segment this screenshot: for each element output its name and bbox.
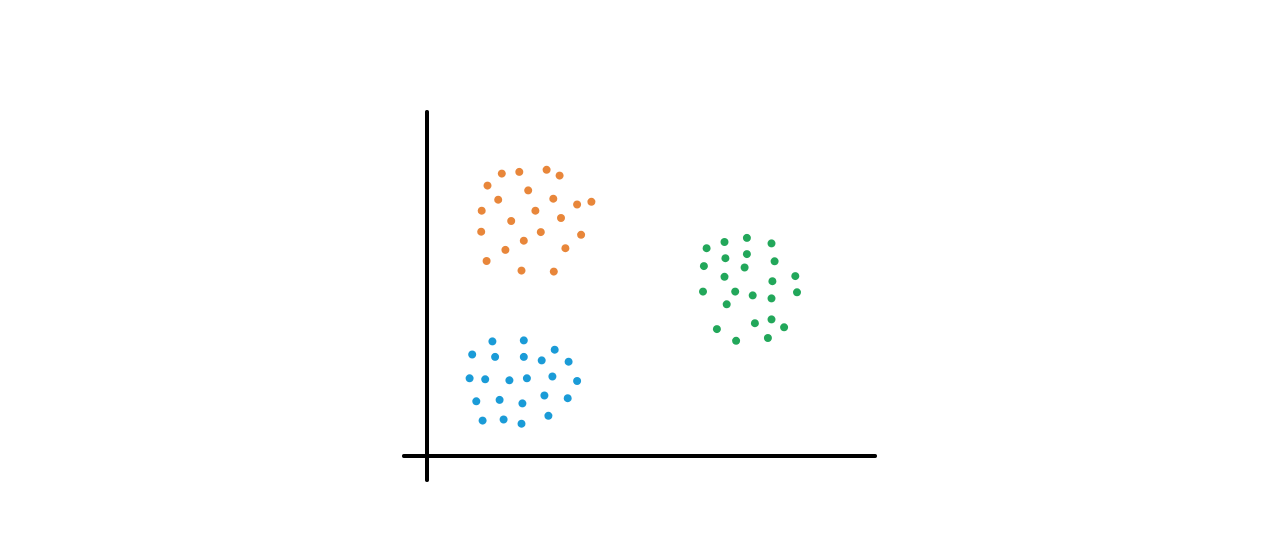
data-point bbox=[540, 391, 549, 400]
data-point bbox=[577, 230, 586, 239]
data-points bbox=[465, 165, 801, 428]
data-point bbox=[699, 262, 708, 271]
data-point bbox=[536, 228, 545, 237]
data-point bbox=[477, 206, 486, 215]
data-point bbox=[544, 411, 553, 420]
data-point bbox=[720, 238, 729, 246]
data-point bbox=[750, 319, 759, 328]
data-point bbox=[791, 272, 800, 281]
data-point bbox=[699, 287, 707, 296]
data-point bbox=[702, 244, 711, 253]
data-point bbox=[564, 357, 573, 366]
data-point bbox=[478, 416, 487, 425]
data-point bbox=[573, 377, 582, 385]
data-point bbox=[482, 257, 491, 265]
data-point bbox=[524, 186, 533, 195]
data-point bbox=[468, 350, 477, 359]
data-point bbox=[483, 181, 492, 190]
data-point bbox=[477, 227, 486, 236]
data-point bbox=[722, 300, 731, 309]
data-point bbox=[763, 334, 772, 342]
data-point bbox=[549, 194, 558, 203]
data-point bbox=[770, 257, 779, 266]
series-1 bbox=[477, 165, 596, 276]
data-point bbox=[731, 287, 740, 296]
data-point bbox=[748, 291, 757, 300]
data-point bbox=[557, 214, 565, 222]
data-point bbox=[531, 206, 540, 215]
data-point bbox=[501, 245, 510, 254]
data-point bbox=[573, 200, 582, 209]
data-point bbox=[507, 217, 516, 225]
data-point bbox=[712, 325, 721, 334]
data-point bbox=[720, 272, 729, 281]
data-point bbox=[518, 399, 527, 408]
data-point bbox=[555, 171, 564, 180]
data-point bbox=[465, 374, 474, 383]
data-point bbox=[488, 337, 497, 346]
data-point bbox=[481, 375, 490, 384]
data-point bbox=[740, 263, 749, 272]
data-point bbox=[494, 195, 503, 204]
data-point bbox=[780, 323, 789, 332]
series-2 bbox=[699, 233, 801, 345]
data-point bbox=[767, 315, 776, 324]
data-point bbox=[768, 277, 777, 286]
data-point bbox=[495, 395, 504, 404]
data-point bbox=[517, 419, 526, 428]
data-point bbox=[549, 267, 558, 276]
data-point bbox=[522, 374, 531, 383]
data-point bbox=[742, 250, 751, 259]
data-point bbox=[517, 266, 526, 275]
data-point bbox=[537, 356, 546, 365]
data-point bbox=[499, 415, 508, 424]
data-point bbox=[548, 372, 557, 381]
data-point bbox=[519, 336, 528, 345]
data-point bbox=[587, 197, 596, 206]
data-point bbox=[519, 236, 528, 245]
data-point bbox=[542, 165, 551, 174]
data-point bbox=[742, 233, 751, 242]
data-point bbox=[793, 288, 801, 297]
data-point bbox=[497, 169, 506, 178]
data-point bbox=[563, 394, 572, 403]
data-point bbox=[550, 345, 559, 354]
data-point bbox=[505, 376, 514, 385]
data-point bbox=[515, 167, 524, 176]
data-point bbox=[491, 352, 500, 361]
data-point bbox=[767, 294, 776, 303]
data-point bbox=[472, 397, 481, 406]
data-point bbox=[767, 239, 776, 248]
data-point bbox=[732, 336, 741, 345]
series-3 bbox=[465, 336, 582, 428]
data-point bbox=[561, 244, 570, 253]
data-point bbox=[721, 254, 730, 263]
axes bbox=[402, 110, 877, 482]
data-point bbox=[519, 352, 528, 361]
